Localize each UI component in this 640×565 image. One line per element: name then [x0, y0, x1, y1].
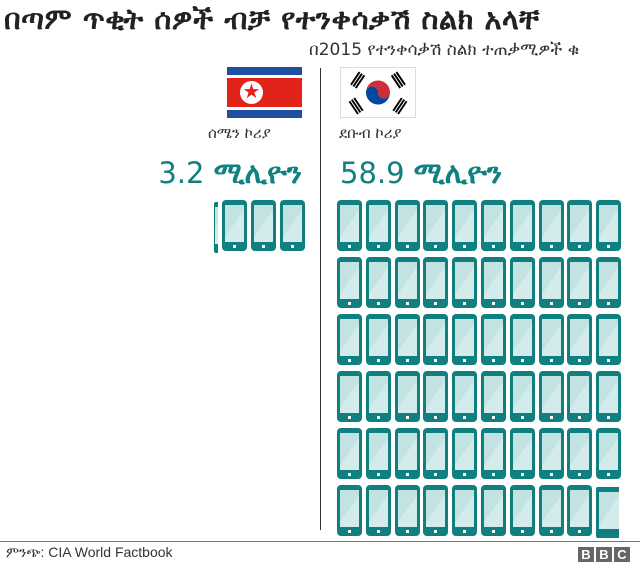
south-korea-value-unit: ሚሊዮን	[413, 156, 503, 190]
phone-icon	[337, 314, 362, 365]
phone-icon	[423, 314, 448, 365]
north-korea-label: ሰሜን ኮሪያ	[208, 124, 271, 142]
phone-icon	[423, 257, 448, 308]
phone-icon	[481, 200, 506, 251]
phone-icon	[567, 371, 592, 422]
phone-icon	[366, 371, 391, 422]
phone-icon	[539, 257, 564, 308]
phone-icon	[481, 257, 506, 308]
phone-icon	[596, 487, 619, 538]
phone-icon	[366, 314, 391, 365]
phone-icon	[395, 200, 420, 251]
south-korea-flag-icon	[340, 67, 416, 118]
phone-icon	[596, 257, 621, 308]
phone-icon	[539, 314, 564, 365]
north-korea-value-number: 3.2	[158, 156, 205, 190]
south-korea-value-number: 58.9	[340, 156, 405, 190]
north-korea-value: 3.2 ሚሊዮን	[158, 156, 302, 191]
phone-icon	[452, 371, 477, 422]
phone-icon	[366, 485, 391, 536]
phone-icon	[481, 371, 506, 422]
phone-icon	[337, 371, 362, 422]
phone-icon	[452, 314, 477, 365]
phone-icon	[539, 428, 564, 479]
south-korea-value: 58.9 ሚሊዮን	[340, 156, 502, 191]
footer-divider	[0, 541, 640, 542]
phone-icon	[395, 485, 420, 536]
phone-icon	[251, 200, 276, 251]
phone-icon	[596, 428, 621, 479]
phone-icon	[452, 257, 477, 308]
phone-icon	[510, 257, 535, 308]
divider	[320, 68, 321, 530]
phone-icon	[395, 257, 420, 308]
phone-icon	[366, 428, 391, 479]
north-korea-flag-icon: ★	[227, 67, 302, 118]
phone-icon	[366, 200, 391, 251]
phone-icon	[337, 200, 362, 251]
phone-icon	[395, 428, 420, 479]
phone-icon	[337, 428, 362, 479]
phone-icon	[423, 200, 448, 251]
phone-icon	[423, 485, 448, 536]
phone-icon	[510, 371, 535, 422]
phone-icon	[510, 200, 535, 251]
phone-icon	[596, 371, 621, 422]
phone-icon	[452, 428, 477, 479]
phone-icon	[510, 314, 535, 365]
chart-subtitle: በ2015 የተንቀሳቃሽ ስልክ ተጠቃሚዎች ቁ	[309, 40, 580, 60]
phone-icon	[567, 428, 592, 479]
chart-title: በጣም ጥቂት ሰዎች ብቻ የተንቀሳቃሽ ስልክ አላቸ	[4, 2, 540, 36]
phone-icon	[539, 200, 564, 251]
phone-icon	[539, 371, 564, 422]
phone-icon	[395, 314, 420, 365]
phone-icon	[395, 371, 420, 422]
phone-icon	[337, 485, 362, 536]
phone-icon	[423, 371, 448, 422]
phone-icon	[510, 485, 535, 536]
phone-icon	[280, 200, 305, 251]
bbc-logo: B B C	[578, 547, 630, 562]
phone-icon	[567, 200, 592, 251]
phone-icon	[214, 202, 218, 253]
source-text: ምንጭ: CIA World Factbook	[6, 544, 173, 560]
phone-icon	[481, 314, 506, 365]
phone-icon	[423, 428, 448, 479]
phone-icon	[567, 314, 592, 365]
phone-icon	[510, 428, 535, 479]
phone-icon	[337, 257, 362, 308]
north-korea-value-unit: ሚሊዮን	[213, 156, 302, 190]
south-korea-label: ደቡብ ኮሪያ	[339, 124, 402, 142]
phone-icon	[596, 200, 621, 251]
phone-icon	[539, 485, 564, 536]
phone-icon	[596, 314, 621, 365]
phone-icon	[567, 257, 592, 308]
phone-icon	[481, 485, 506, 536]
phone-icon	[452, 485, 477, 536]
phone-icon	[567, 485, 592, 536]
phone-icon	[452, 200, 477, 251]
phone-icon	[222, 200, 247, 251]
phone-icon	[366, 257, 391, 308]
phone-icon	[481, 428, 506, 479]
